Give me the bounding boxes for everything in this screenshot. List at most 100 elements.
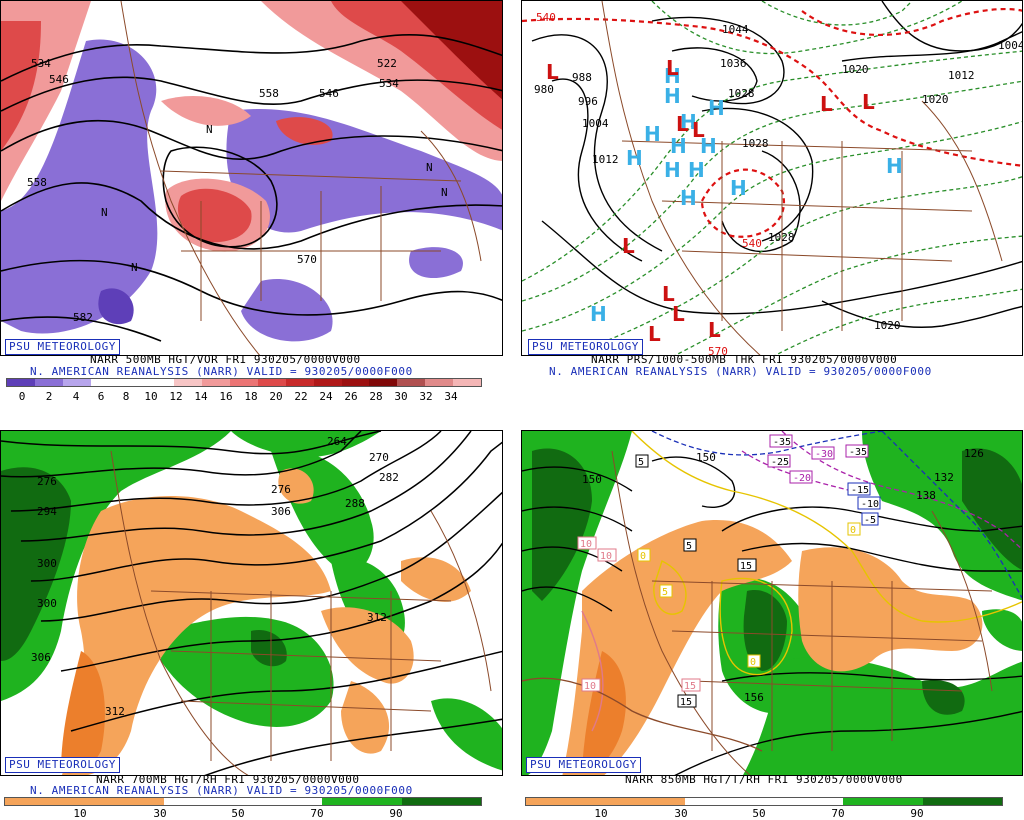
contour-label: 1020 bbox=[842, 63, 869, 76]
colorbar-tick: 70 bbox=[831, 807, 845, 820]
svg-text:15: 15 bbox=[684, 681, 696, 692]
svg-text:10: 10 bbox=[584, 681, 596, 692]
high-pressure-marker: H bbox=[626, 146, 643, 170]
colorbar-tick: 50 bbox=[231, 807, 245, 820]
contour-label: 126 bbox=[964, 447, 984, 460]
high-pressure-marker: H bbox=[688, 158, 705, 182]
temp-label: 5 bbox=[635, 454, 649, 468]
high-pressure-marker: H bbox=[700, 134, 717, 158]
high-pressure-marker: H bbox=[670, 134, 687, 158]
contour-label: 156 bbox=[744, 691, 764, 704]
contour-label: 570 bbox=[708, 345, 728, 356]
contour-label: 1012 bbox=[948, 69, 975, 82]
contour-label: 540 bbox=[536, 11, 556, 24]
svg-text:0: 0 bbox=[850, 525, 856, 536]
low-pressure-marker: L bbox=[648, 322, 661, 346]
high-pressure-marker: H bbox=[644, 122, 661, 146]
panel-title: NARR 700MB HGT/RH FRI 930205/0000V000 bbox=[96, 773, 360, 786]
colorbar-tick: 14 bbox=[194, 390, 208, 403]
contour-label: 570 bbox=[297, 253, 317, 266]
contour-label: 264 bbox=[327, 435, 347, 448]
vorticity-colorbar bbox=[6, 378, 482, 387]
colorbar-tick: 26 bbox=[344, 390, 358, 403]
vorticity-field: 534 546 558 522 534 546 558 570 582 N N … bbox=[1, 1, 502, 355]
temp-label: -15 bbox=[847, 482, 871, 496]
temp-label: 15 bbox=[737, 558, 757, 572]
svg-text:5: 5 bbox=[686, 541, 692, 552]
colorbar-tick: 10 bbox=[594, 807, 608, 820]
svg-text:-5: -5 bbox=[864, 515, 876, 526]
contour-label: 312 bbox=[367, 611, 387, 624]
vort-minimum-marker: N bbox=[206, 123, 213, 136]
high-pressure-marker: H bbox=[708, 96, 725, 120]
psu-meteorology-badge: PSU METEOROLOGY bbox=[528, 339, 643, 355]
colorbar-tick: 34 bbox=[444, 390, 458, 403]
contour-label: 1044 bbox=[722, 23, 749, 36]
pressure-thickness-field: 540 980 988 996 1004 1012 1044 1036 1028… bbox=[522, 1, 1023, 356]
contour-label: 132 bbox=[934, 471, 954, 484]
colorbar-tick: 22 bbox=[294, 390, 308, 403]
colorbar-tick: 50 bbox=[752, 807, 766, 820]
temp-label: 10 bbox=[581, 678, 601, 692]
contour-label: 534 bbox=[379, 77, 399, 90]
temp-label: 15 bbox=[677, 694, 697, 708]
panel-700mb-hgt-rh: 264 270 276 282 276 288 294 300 306 300 … bbox=[0, 410, 510, 820]
svg-text:-35: -35 bbox=[773, 437, 791, 448]
panel-title: NARR PRS/1000-500MB THK FRI 930205/0000V… bbox=[591, 353, 898, 366]
svg-text:-20: -20 bbox=[793, 473, 811, 484]
high-pressure-marker: H bbox=[680, 110, 697, 134]
colorbar-tick: 32 bbox=[419, 390, 433, 403]
contour-label: 996 bbox=[578, 95, 598, 108]
contour-label: 306 bbox=[271, 505, 291, 518]
svg-text:-30: -30 bbox=[815, 449, 833, 460]
svg-text:0: 0 bbox=[750, 657, 756, 668]
colorbar-tick: 70 bbox=[310, 807, 324, 820]
low-pressure-marker: L bbox=[622, 234, 635, 258]
psu-meteorology-badge: PSU METEOROLOGY bbox=[5, 339, 120, 355]
low-pressure-marker: L bbox=[672, 302, 685, 326]
contour-label: 582 bbox=[73, 311, 93, 324]
contour-label: 534 bbox=[31, 57, 51, 70]
high-pressure-marker: H bbox=[680, 186, 697, 210]
contour-label: 150 bbox=[582, 473, 602, 486]
contour-label: 276 bbox=[37, 475, 57, 488]
temp-label: -10 bbox=[857, 496, 881, 510]
temp-label: -30 bbox=[811, 446, 835, 460]
colorbar-tick: 18 bbox=[244, 390, 258, 403]
contour-label: 276 bbox=[271, 483, 291, 496]
temp-label: -20 bbox=[789, 470, 813, 484]
temp-label: -25 bbox=[767, 454, 791, 468]
vort-minimum-marker: N bbox=[101, 206, 108, 219]
rh-height-field: 264 270 276 282 276 288 294 300 306 300 … bbox=[1, 431, 502, 775]
colorbar-tick: 6 bbox=[97, 390, 105, 403]
panel-subtitle: N. AMERICAN REANALYSIS (NARR) VALID = 93… bbox=[30, 784, 413, 797]
colorbar-tick: 28 bbox=[369, 390, 383, 403]
low-pressure-marker: L bbox=[676, 112, 689, 136]
panel-subtitle: N. AMERICAN REANALYSIS (NARR) VALID = 93… bbox=[549, 365, 932, 378]
colorbar-tick: 30 bbox=[674, 807, 688, 820]
high-pressure-marker: H bbox=[664, 84, 681, 108]
colorbar-tick: 16 bbox=[219, 390, 233, 403]
contour-label: 282 bbox=[379, 471, 399, 484]
panel-850mb-hgt-t-rh: 150 132 126 138 156 150 -35 -30 -25 -20 … bbox=[521, 410, 1024, 820]
contour-label: 546 bbox=[49, 73, 69, 86]
panel-title: NARR 500MB HGT/VOR FRI 930205/0000V000 bbox=[90, 353, 361, 366]
colorbar-tick: 10 bbox=[73, 807, 87, 820]
colorbar-tick: 30 bbox=[394, 390, 408, 403]
svg-text:-10: -10 bbox=[861, 499, 879, 510]
contour-label: 1028 bbox=[768, 231, 795, 244]
high-pressure-marker: H bbox=[730, 176, 747, 200]
colorbar-tick: 20 bbox=[269, 390, 283, 403]
low-pressure-marker: L bbox=[692, 118, 705, 142]
contour-label: 138 bbox=[916, 489, 936, 502]
contour-label: 300 bbox=[37, 597, 57, 610]
colorbar-tick: 90 bbox=[389, 807, 403, 820]
contour-label: 1004 bbox=[998, 39, 1023, 52]
temp-label: 0 bbox=[747, 654, 761, 668]
svg-text:0: 0 bbox=[640, 551, 646, 562]
temp-label: 15 bbox=[681, 678, 701, 692]
low-pressure-marker: L bbox=[708, 318, 721, 342]
contour-label: 546 bbox=[319, 87, 339, 100]
colorbar-tick: 0 bbox=[18, 390, 26, 403]
svg-text:-25: -25 bbox=[771, 457, 789, 468]
